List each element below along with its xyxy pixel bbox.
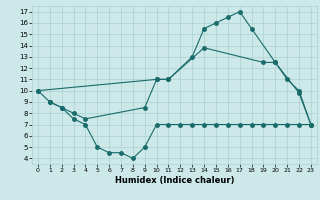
X-axis label: Humidex (Indice chaleur): Humidex (Indice chaleur): [115, 176, 234, 185]
